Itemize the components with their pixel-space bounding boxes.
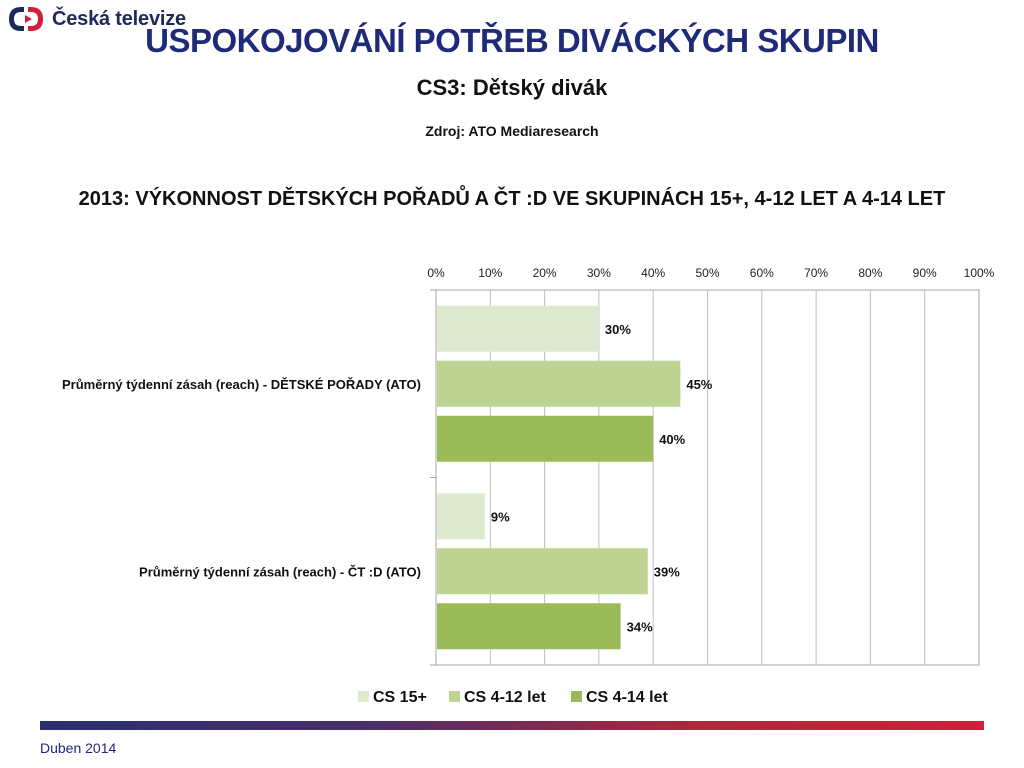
bar xyxy=(437,415,654,462)
x-tick-label: 80% xyxy=(858,266,882,280)
data-label: 34% xyxy=(627,619,653,634)
x-tick-label: 20% xyxy=(533,266,557,280)
legend-label: CS 4-12 let xyxy=(464,689,546,706)
brand-logo: Česká televize xyxy=(6,4,186,34)
bar xyxy=(437,493,485,540)
x-tick-label: 100% xyxy=(964,266,995,280)
legend-swatch xyxy=(571,691,582,702)
x-tick-label: 10% xyxy=(478,266,502,280)
footer-divider xyxy=(40,721,984,730)
legend-label: CS 15+ xyxy=(373,689,427,706)
bar xyxy=(437,360,681,407)
data-label: 39% xyxy=(654,564,680,579)
x-tick-label: 90% xyxy=(913,266,937,280)
bar xyxy=(437,305,599,352)
data-label: 40% xyxy=(659,432,685,447)
x-tick-label: 70% xyxy=(804,266,828,280)
bar xyxy=(437,548,648,595)
data-label: 45% xyxy=(686,377,712,392)
x-tick-label: 0% xyxy=(427,266,445,280)
brand-name: Česká televize xyxy=(52,7,186,30)
data-label: 30% xyxy=(605,322,631,337)
bar xyxy=(437,603,621,650)
ceska-televize-logo-icon xyxy=(9,7,43,31)
chart-title: 2013: VÝKONNOST DĚTSKÝCH POŘADŮ A ČT :D … xyxy=(78,188,946,210)
data-label: 9% xyxy=(491,509,510,524)
legend-swatch xyxy=(449,691,460,702)
x-tick-label: 50% xyxy=(695,266,719,280)
page-title: USPOKOJOVÁNÍ POTŘEB DIVÁCKÝCH SKUPIN xyxy=(145,22,879,59)
bar-chart: 0% 10% 20% 30% 40% 50% 60% 70% 80% 90% 100% Průměrn… xyxy=(62,266,995,706)
category-label: Průměrný týdenní zásah (reach) - DĚTSKÉ … xyxy=(62,377,421,392)
x-tick-label: 60% xyxy=(750,266,774,280)
x-tick-label: 30% xyxy=(587,266,611,280)
page-subtitle: CS3: Dětský divák xyxy=(416,75,608,100)
legend-label: CS 4-14 let xyxy=(586,689,668,706)
category-label: Průměrný týdenní zásah (reach) - ČT :D (… xyxy=(139,564,421,579)
x-tick-label: 40% xyxy=(641,266,665,280)
data-source: Zdroj: ATO Mediaresearch xyxy=(425,123,599,139)
legend-swatch xyxy=(358,691,369,702)
footer-date: Duben 2014 xyxy=(40,740,117,756)
